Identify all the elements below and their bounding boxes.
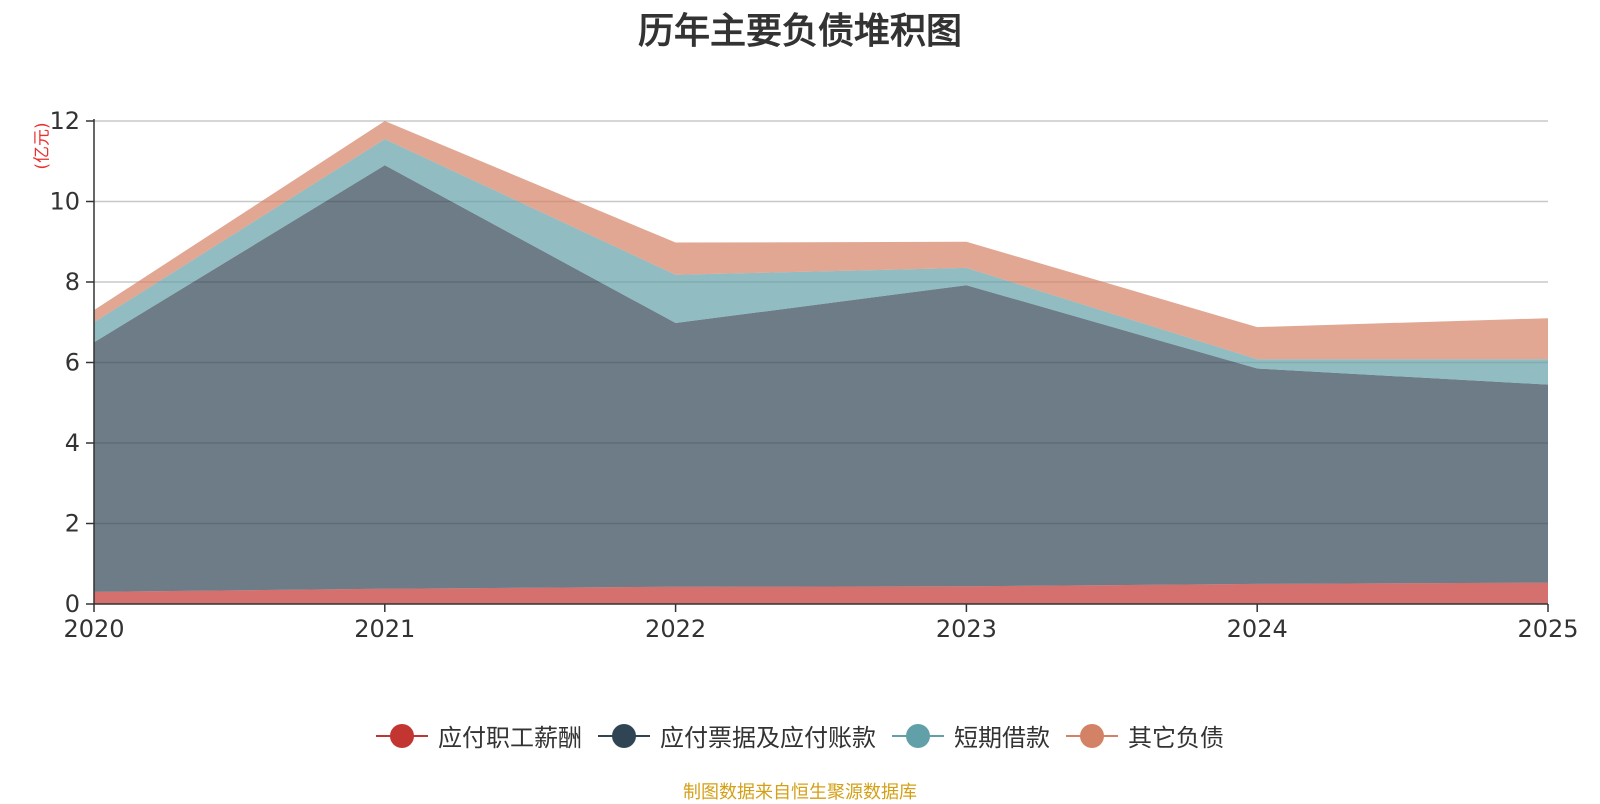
y-tick-label: 2: [65, 510, 80, 538]
x-tick-label: 2024: [1227, 615, 1288, 643]
area-series-4[interactable]: [94, 121, 1548, 360]
x-tick-label: 2021: [354, 615, 415, 643]
chart-title: 历年主要负债堆积图: [637, 11, 962, 52]
x-tick-label: 2020: [63, 615, 124, 643]
y-tick-label: 10: [49, 188, 80, 216]
legend-marker-icon: [598, 723, 650, 748]
y-tick-label: 12: [49, 107, 80, 135]
source-note: 制图数据来自恒生聚源数据库: [683, 782, 917, 803]
y-tick-label: 6: [65, 349, 80, 377]
y-tick-label: 0: [65, 590, 80, 618]
area-series-1[interactable]: [94, 582, 1548, 604]
legend-item-4[interactable]: 其它负债: [1066, 718, 1224, 753]
legend-item-3[interactable]: 短期借款: [892, 718, 1050, 753]
y-tick-label: 4: [65, 429, 80, 457]
legend-marker-icon: [892, 723, 944, 748]
legend-label: 应付职工薪酬: [438, 724, 582, 752]
area-series-group: [94, 121, 1548, 604]
y-tick-label: 8: [65, 268, 80, 296]
x-tick-label: 2023: [936, 615, 997, 643]
legend-label: 短期借款: [954, 724, 1050, 752]
legend-marker-icon: [376, 723, 428, 748]
x-tick-label: 2025: [1517, 615, 1578, 643]
legend-item-2[interactable]: 应付票据及应付账款: [598, 718, 876, 753]
legend: 应付职工薪酬 应付票据及应付账款 短期借款 其它负债: [0, 718, 1600, 753]
legend-label: 应付票据及应付账款: [660, 724, 876, 752]
area-series-3[interactable]: [94, 139, 1548, 385]
legend-marker-icon: [1066, 723, 1118, 748]
x-tick-label: 2022: [645, 615, 706, 643]
tick-labels: 0 2 4 6 8 10 12 2020 2021 2022 2023 2024 2025: [49, 107, 1578, 643]
legend-label: 其它负债: [1128, 724, 1224, 752]
area-series-2[interactable]: [94, 165, 1548, 592]
legend-item-1[interactable]: 应付职工薪酬: [376, 718, 582, 753]
